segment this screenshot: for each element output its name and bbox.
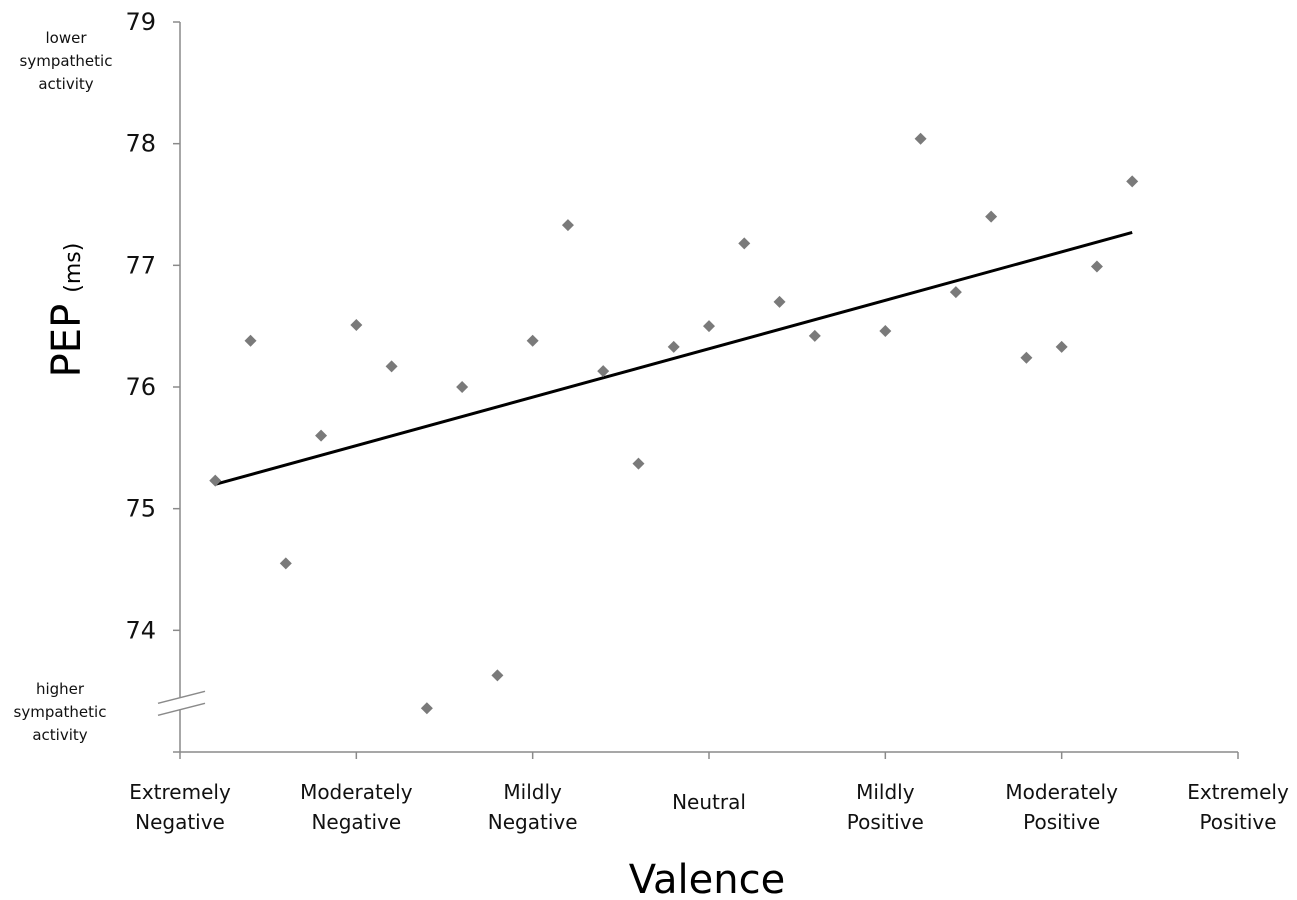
data-point — [1020, 351, 1033, 364]
x-category-label: Mildly Positive — [847, 780, 924, 834]
data-point — [526, 334, 539, 347]
data-point — [279, 557, 292, 570]
trendline-group — [214, 231, 1133, 486]
y-tick-label: 75 — [125, 495, 156, 523]
data-point — [808, 329, 821, 342]
annotation-higher-sympathetic: higher sympathetic activity — [14, 680, 107, 744]
data-point — [738, 237, 751, 250]
data-point — [350, 318, 363, 331]
x-category-label: Neutral — [672, 790, 746, 814]
data-point — [667, 340, 680, 353]
x-category-label: Extremely Negative — [129, 780, 231, 834]
y-tick-label: 78 — [125, 130, 156, 158]
data-point — [491, 669, 504, 682]
data-point — [985, 210, 998, 223]
axes — [157, 21, 1239, 759]
data-point — [879, 325, 892, 338]
y-tick-label: 76 — [125, 373, 156, 401]
y-axis-title-unit: (ms) — [61, 243, 86, 293]
data-point — [914, 132, 927, 145]
data-point — [315, 429, 328, 442]
data-point — [949, 286, 962, 299]
data-points — [209, 132, 1139, 715]
data-point — [420, 702, 433, 715]
data-point — [703, 320, 715, 333]
tick-labels: 74 75 76 77 78 79 Extremely Negative Moderately N… — [125, 8, 1288, 834]
data-point — [632, 457, 645, 470]
axis-break-gap — [160, 697, 200, 710]
y-tick-label: 74 — [125, 616, 156, 644]
x-category-label: Moderately Negative — [300, 780, 413, 834]
x-category-label: Moderately Positive — [1005, 780, 1118, 834]
data-point — [1090, 260, 1103, 273]
trendline — [214, 231, 1133, 486]
y-tick-label: 77 — [125, 251, 156, 279]
axis-break-mark — [157, 690, 206, 705]
data-point — [456, 381, 469, 393]
data-point — [597, 365, 610, 378]
axis-break-mark — [157, 702, 206, 717]
y-axis-title-main: PEP — [44, 304, 90, 378]
x-axis-title: Valence — [629, 857, 785, 900]
data-point — [1055, 340, 1068, 353]
annotation-lower-sympathetic: lower sympathetic activity — [20, 29, 113, 93]
x-category-label: Mildly Negative — [488, 780, 578, 834]
annotations: lower sympathetic activity higher sympatheti… — [14, 29, 113, 744]
data-point — [561, 219, 574, 232]
data-point — [1126, 175, 1139, 188]
y-axis-title: PEP (ms) — [44, 243, 90, 378]
data-point — [244, 334, 257, 347]
x-category-label: Extremely Positive — [1187, 780, 1289, 834]
data-point — [385, 360, 398, 373]
data-point — [773, 295, 786, 308]
data-point — [209, 474, 222, 487]
y-tick-label: 79 — [125, 8, 156, 36]
